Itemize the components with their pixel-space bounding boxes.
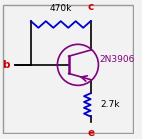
Text: 2N3906: 2N3906 (100, 55, 135, 64)
Text: e: e (87, 128, 94, 138)
Text: 2.7k: 2.7k (100, 100, 119, 109)
Text: 470k: 470k (50, 4, 72, 13)
Text: c: c (87, 2, 94, 12)
Text: b: b (2, 60, 10, 70)
